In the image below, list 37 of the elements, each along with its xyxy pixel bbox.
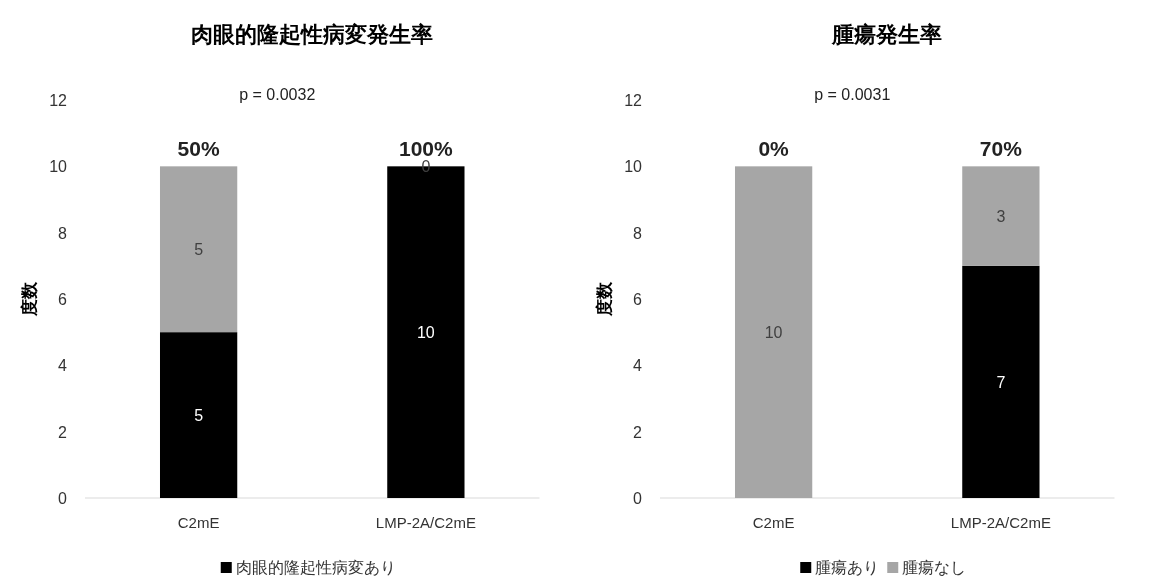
legend-label: 肉眼的隆起性病変あり	[235, 559, 396, 576]
y-tick-label: 0	[58, 490, 68, 507]
data-label: 3	[995, 208, 1005, 226]
x-tick-label: LMP-2A/C2mE	[375, 514, 476, 531]
y-tick-label: 12	[623, 92, 642, 109]
chart-title: 肉眼的隆起性病変発生率	[191, 22, 434, 47]
chart-title: 腫瘍発生率	[830, 22, 942, 47]
data-label: 10	[416, 324, 435, 342]
y-tick-label: 2	[632, 423, 642, 441]
annotation: p = 0.0031	[813, 86, 890, 103]
y-tick-label: 8	[58, 224, 68, 242]
y-tick-label: 6	[58, 291, 68, 308]
annotation: 100%	[399, 137, 454, 161]
data-label: 7	[995, 373, 1005, 391]
annotation: 0%	[757, 137, 789, 161]
legend-label: 腫瘍なし	[901, 559, 966, 576]
y-axis-title: 度数	[20, 281, 39, 317]
y-tick-label: 4	[632, 357, 642, 375]
y-tick-label: 12	[49, 92, 68, 109]
legend-label: 腫瘍あり	[814, 559, 879, 576]
x-tick-label: LMP-2A/C2mE	[950, 514, 1051, 531]
y-tick-label: 4	[58, 357, 68, 375]
annotation: 70%	[979, 137, 1022, 161]
x-tick-label: C2mE	[177, 514, 220, 531]
y-tick-label: 8	[632, 224, 642, 242]
data-label: 10	[764, 324, 783, 342]
y-tick-label: 0	[632, 490, 642, 507]
data-label: 5	[194, 407, 204, 425]
y-tick-label: 2	[58, 423, 68, 441]
y-tick-label: 10	[49, 158, 68, 176]
annotation: p = 0.0032	[239, 86, 316, 103]
y-tick-label: 6	[632, 291, 642, 308]
x-tick-label: C2mE	[752, 514, 794, 531]
y-axis-title: 度数	[594, 281, 614, 317]
annotation: 50%	[177, 137, 220, 161]
y-tick-label: 10	[623, 158, 642, 176]
data-label: 5	[194, 241, 204, 259]
